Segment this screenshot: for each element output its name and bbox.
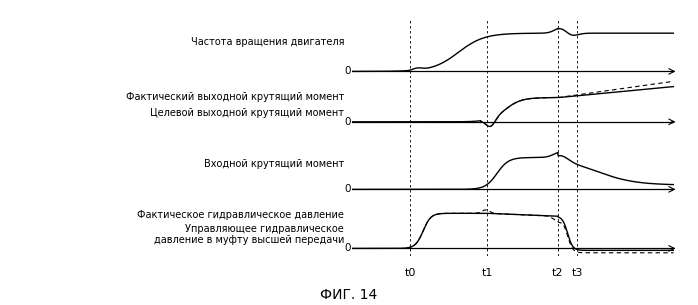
actual [658, 249, 666, 252]
actual [601, 249, 609, 252]
actual [364, 246, 373, 250]
actual [348, 246, 357, 250]
Text: t0: t0 [405, 268, 416, 278]
Text: 0: 0 [344, 66, 351, 77]
actual [660, 249, 669, 252]
Text: 0: 0 [344, 117, 351, 127]
Text: t2: t2 [552, 268, 564, 278]
Text: 0: 0 [344, 184, 351, 194]
Text: t1: t1 [482, 268, 493, 278]
actual [496, 212, 505, 216]
actual [483, 211, 491, 215]
Text: Управляющее гидравлическое: Управляющее гидравлическое [186, 224, 344, 235]
Text: давление в муфту высшей передачи: давление в муфту высшей передачи [154, 235, 344, 245]
Text: t3: t3 [572, 268, 583, 278]
Text: Входной крутящий момент: Входной крутящий момент [204, 159, 344, 169]
Text: Целевой выходной крутящий момент: Целевой выходной крутящий момент [150, 109, 344, 118]
Text: Фактический выходной крутящий момент: Фактический выходной крутящий момент [126, 92, 344, 102]
Text: Фактическое гидравлическое давление: Фактическое гидравлическое давление [138, 210, 344, 220]
Text: Частота вращения двигателя: Частота вращения двигателя [191, 37, 344, 47]
Text: 0: 0 [344, 243, 351, 253]
Text: ФИГ. 14: ФИГ. 14 [320, 288, 378, 302]
actual [505, 212, 513, 216]
Line: actual: actual [352, 213, 674, 250]
actual [669, 249, 678, 252]
actual [660, 249, 669, 252]
